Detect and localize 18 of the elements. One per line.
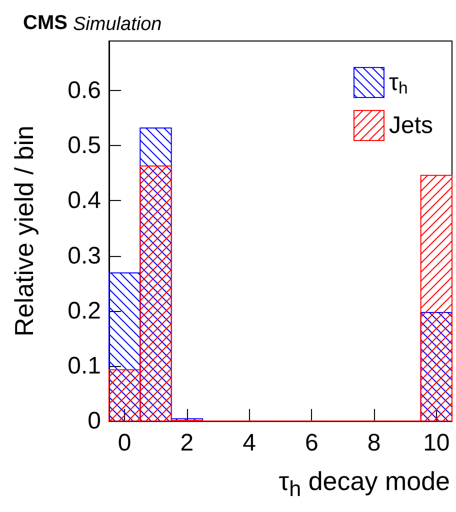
x-tick-label: 10	[423, 430, 450, 456]
legend-label: Jets	[388, 112, 433, 139]
x-tick-label: 6	[305, 430, 318, 456]
x-tick-label: 4	[242, 430, 256, 456]
x-axis-title: τ$_{h}$ decay mode	[278, 466, 450, 502]
y-tick-label: 0.3	[68, 242, 101, 270]
y-axis-title: Relative yield / bin	[9, 126, 39, 336]
x-tick-label: 2	[180, 430, 194, 456]
y-tick-label: 0	[88, 408, 101, 434]
y-tick-label: 0.4	[68, 187, 101, 214]
y-tick-label: 0.1	[68, 352, 101, 380]
chart-subtitle: Simulation	[73, 14, 162, 35]
x-tick-label: 8	[367, 430, 381, 456]
y-tick-label: 0.2	[68, 297, 101, 324]
y-tick-label: 0.5	[68, 132, 101, 160]
x-tick-label: 0	[118, 430, 132, 456]
chart-title: CMS	[23, 12, 68, 34]
y-tick-label: 0.6	[68, 77, 101, 104]
